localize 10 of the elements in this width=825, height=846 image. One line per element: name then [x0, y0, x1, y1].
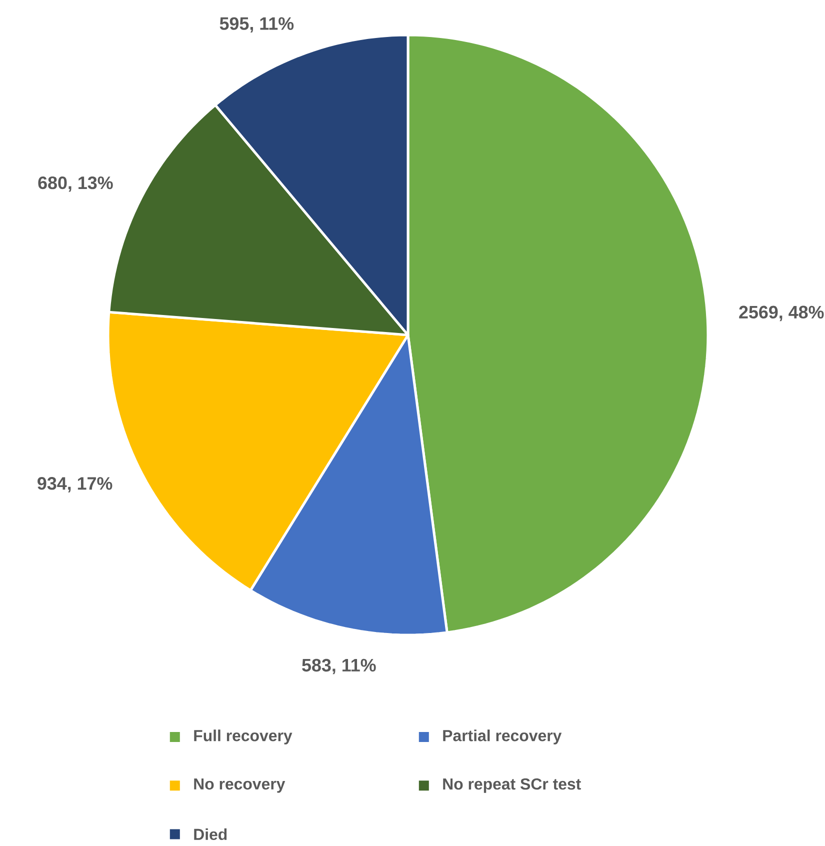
data-label: 2569, 48% [739, 306, 824, 322]
legend-label: Full recovery [194, 730, 292, 744]
data-label: 934, 17% [37, 477, 112, 492]
legend-label: No repeat SCr test [443, 778, 581, 793]
data-label: 595, 11% [220, 17, 294, 33]
legend-label: No recovery [194, 778, 286, 793]
legend-label: Died [194, 828, 226, 840]
data-label: 680, 13% [38, 176, 113, 192]
legend-label: Partial recovery [443, 730, 562, 744]
data-label: 583, 11% [302, 658, 376, 674]
